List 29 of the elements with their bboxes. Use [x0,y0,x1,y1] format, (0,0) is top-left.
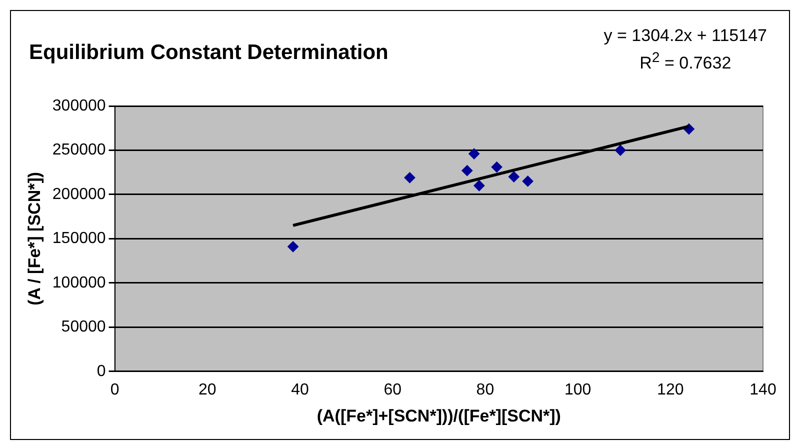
point [614,144,626,156]
y-tick-label: 300000 [52,97,106,114]
y-tick-label: 50000 [61,318,106,336]
y-tick-label: 250000 [52,142,106,159]
x-tick-label: 140 [750,381,776,398]
text: y = 1304.2x + 115147 [604,25,767,47]
x-tick-label: 40 [291,381,309,398]
y-tick-label: 200000 [52,186,106,203]
x-axis-title: (A([Fe*]+[SCN*]))/([Fe*][SCN*]) [316,406,561,426]
x-tick-label: 0 [110,381,120,398]
x-tick-label: 100 [564,381,592,398]
y-axis-title: (A / [Fe*] [SCN*]) [24,172,44,306]
y-tick-label: 0 [96,362,106,380]
chart-title: Equilibrium Constant Determination [29,41,388,65]
x-tick-label: 60 [384,381,402,398]
point [491,162,502,173]
y-tick-label: 150000 [52,230,106,248]
x-tick-label: 20 [198,381,216,398]
point [404,172,416,184]
point [474,180,485,192]
point [522,176,534,187]
point [462,165,473,176]
point [468,148,480,160]
point [508,171,520,182]
y-tick-label: 100000 [52,274,106,292]
text: R$^{2}$ = 0.7632 [638,49,732,75]
x-tick-label: 80 [476,381,494,398]
point [288,241,299,252]
x-tick-label: 120 [657,381,684,398]
